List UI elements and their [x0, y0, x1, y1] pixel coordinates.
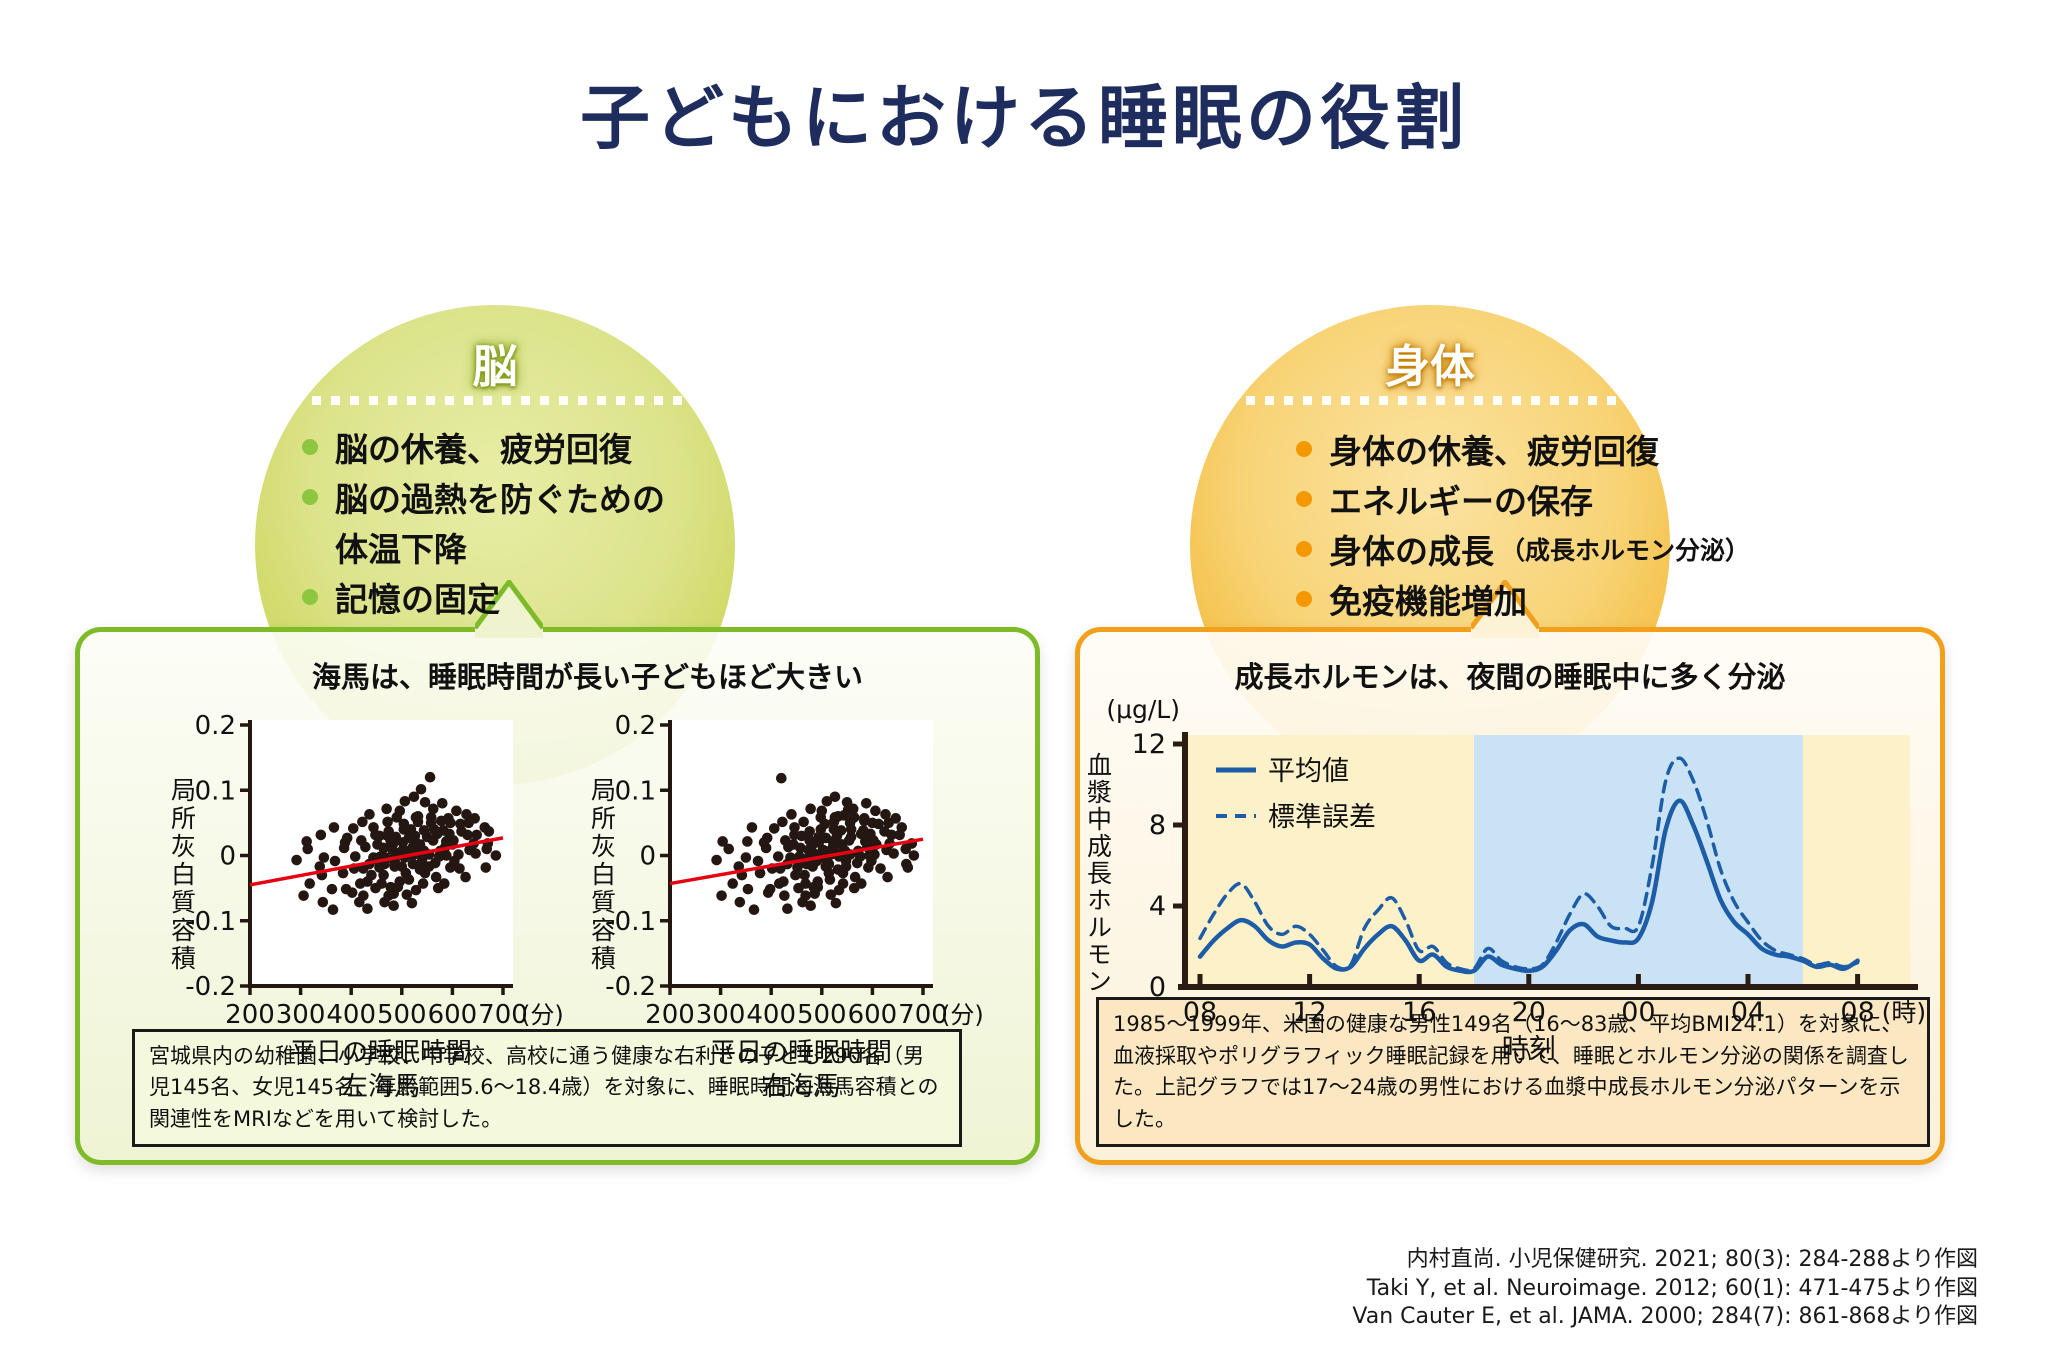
svg-text:(分): (分) [521, 1001, 564, 1029]
body-dotted-divider [1246, 396, 1616, 405]
svg-text:700: 700 [478, 1000, 528, 1030]
bullet-text: 脳の休養、疲労回復 [335, 430, 632, 469]
bullet-text: 身体の休養、疲労回復 [1329, 432, 1659, 471]
svg-text:700: 700 [898, 1000, 948, 1030]
svg-text:600: 600 [848, 1000, 898, 1030]
callout-notch-icon [1471, 580, 1539, 638]
bullet-text: 記憶の固定 [335, 580, 500, 619]
svg-text:-0.2: -0.2 [605, 972, 656, 1002]
svg-text:08: 08 [1840, 997, 1874, 1028]
list-item: 身体の成長 （成長ホルモン分泌） [1296, 524, 1750, 574]
svg-text:局所灰白質容積: 局所灰白質容積 [588, 777, 617, 973]
svg-text:0.2: 0.2 [615, 712, 656, 741]
list-item: 体温下降 [302, 522, 665, 572]
svg-text:標準誤差: 標準誤差 [1268, 802, 1376, 833]
svg-text:右海馬: 右海馬 [762, 1072, 840, 1102]
svg-text:08: 08 [1183, 997, 1217, 1028]
bullet-text: 身体の成長 [1329, 532, 1494, 571]
page-title: 子どもにおける睡眠の役割 [580, 77, 1468, 159]
list-item: 身体の休養、疲労回復 [1296, 424, 1750, 474]
brain-circle-title: 脳 [472, 340, 518, 393]
svg-text:500: 500 [797, 1000, 847, 1030]
list-item: 免疫機能増加 [1296, 574, 1750, 624]
brain-panel-heading: 海馬は、睡眠時間が長い子どもほど大きい [311, 660, 863, 694]
svg-text:12: 12 [1132, 729, 1166, 760]
svg-text:600: 600 [428, 1000, 478, 1030]
bullet-text: 免疫機能増加 [1329, 582, 1527, 621]
list-item: 脳の休養、疲労回復 [302, 422, 665, 472]
svg-text:200: 200 [225, 1000, 275, 1030]
svg-text:400: 400 [326, 1000, 376, 1030]
body-bullet-list: 身体の休養、疲労回復 エネルギーの保存 身体の成長 （成長ホルモン分泌） 免疫機… [1296, 424, 1750, 624]
svg-text:血漿中成長ホルモン: 血漿中成長ホルモン [1084, 752, 1113, 995]
bullet-marker-icon [1296, 491, 1312, 507]
svg-text:平日の睡眠時間: 平日の睡眠時間 [710, 1038, 892, 1068]
svg-text:00: 00 [1621, 997, 1655, 1028]
svg-text:-0.1: -0.1 [185, 907, 236, 937]
svg-text:-0.1: -0.1 [605, 907, 656, 937]
bullet-marker-icon [302, 589, 318, 605]
svg-text:平均値: 平均値 [1268, 756, 1349, 787]
svg-text:04: 04 [1731, 997, 1765, 1028]
bullet-marker-icon [302, 439, 318, 455]
brain-caption-box: 宮城県内の幼稚園、小学校、中学校、高校に通う健康な右利きの子ども290名（男児1… [132, 1028, 962, 1147]
reference-line: Taki Y, et al. Neuroimage. 2012; 60(1): … [1366, 1275, 1978, 1301]
bullet-paren-text: （成長ホルモン分泌） [1500, 536, 1751, 565]
svg-text:8: 8 [1149, 810, 1166, 841]
bullet-marker-icon [1296, 541, 1312, 557]
list-item: 記憶の固定 [302, 572, 665, 622]
svg-text:0: 0 [1149, 972, 1166, 1003]
svg-text:(μg/L): (μg/L) [1106, 695, 1180, 724]
list-item: エネルギーの保存 [1296, 474, 1750, 524]
brain-dotted-divider [312, 396, 694, 405]
bullet-text: 体温下降 [335, 530, 467, 569]
svg-text:12: 12 [1292, 997, 1326, 1028]
svg-text:500: 500 [377, 1000, 427, 1030]
svg-text:300: 300 [276, 1000, 326, 1030]
svg-text:200: 200 [645, 1000, 695, 1030]
bullet-marker-icon [302, 489, 318, 505]
svg-text:20: 20 [1512, 997, 1546, 1028]
svg-text:平日の睡眠時間: 平日の睡眠時間 [290, 1038, 472, 1068]
svg-text:左海馬: 左海馬 [342, 1072, 420, 1102]
svg-text:0.1: 0.1 [195, 776, 236, 806]
svg-text:16: 16 [1402, 997, 1436, 1028]
svg-text:(時): (時) [1882, 998, 1927, 1027]
brain-bullet-list: 脳の休養、疲労回復 脳の過熱を防ぐための 体温下降 記憶の固定 [302, 422, 665, 622]
svg-text:4: 4 [1149, 891, 1166, 922]
svg-text:300: 300 [696, 1000, 746, 1030]
bullet-text: エネルギーの保存 [1329, 482, 1593, 521]
body-panel-heading: 成長ホルモンは、夜間の睡眠中に多く分泌 [1234, 660, 1786, 694]
reference-line: 内村直尚. 小児保健研究. 2021; 80(3): 284-288より作図 [1406, 1247, 1978, 1272]
svg-text:-0.2: -0.2 [185, 972, 236, 1002]
svg-text:0: 0 [219, 842, 236, 872]
list-item: 脳の過熱を防ぐための [302, 472, 665, 522]
references: 内村直尚. 小児保健研究. 2021; 80(3): 284-288より作図 T… [1352, 1246, 1978, 1332]
growth-hormone-chart: 08 12 16 20 00 04 08 (時)時刻04812(μg/L)血漿中成長ホルモン平… [1084, 695, 1927, 1065]
svg-text:0.2: 0.2 [195, 712, 236, 741]
svg-text:局所灰白質容積: 局所灰白質容積 [168, 777, 197, 973]
svg-text:0.1: 0.1 [615, 776, 656, 806]
body-caption-box: 1985～1999年、米国の健康な男性149名（16～83歳、平均BMI24.1… [1096, 997, 1930, 1147]
body-circle-title: 身体 [1384, 340, 1475, 393]
bullet-marker-icon [1296, 441, 1312, 457]
svg-text:0: 0 [639, 842, 656, 872]
bullet-text: 脳の過熱を防ぐための [335, 480, 665, 519]
svg-text:(分): (分) [941, 1001, 984, 1029]
svg-text:400: 400 [746, 1000, 796, 1030]
svg-text:時刻: 時刻 [1502, 1034, 1556, 1065]
callout-notch-icon [475, 580, 543, 638]
reference-line: Van Cauter E, et al. JAMA. 2000; 284(7):… [1352, 1304, 1978, 1330]
bullet-marker-icon [1296, 591, 1312, 607]
